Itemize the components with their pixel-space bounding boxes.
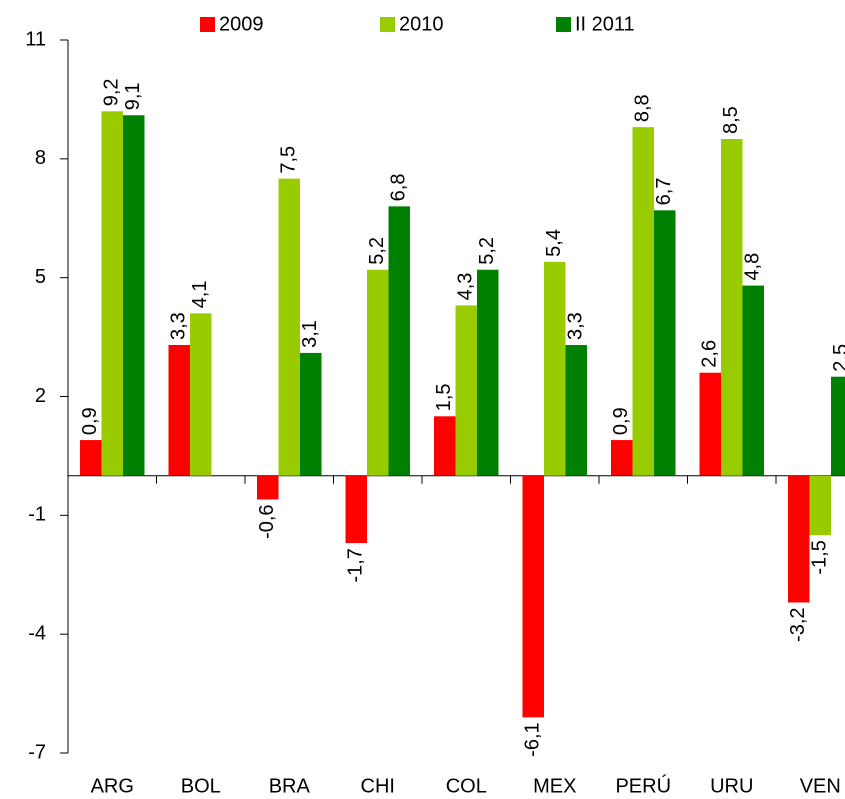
bar xyxy=(278,178,300,476)
data-label: 4,8 xyxy=(742,253,764,281)
bar xyxy=(80,440,102,476)
data-label: -0,6 xyxy=(256,504,278,538)
data-label: 0,9 xyxy=(79,407,101,435)
bar xyxy=(522,475,544,718)
data-label: 8,5 xyxy=(720,106,742,134)
bar xyxy=(742,285,764,476)
y-tick-label: 5 xyxy=(35,266,46,288)
legend-label: II 2011 xyxy=(575,13,635,35)
bar xyxy=(388,206,410,476)
x-tick-label: PERÚ xyxy=(615,774,671,797)
bar xyxy=(654,210,676,476)
data-label: 3,3 xyxy=(168,312,190,340)
legend-swatch xyxy=(380,17,395,32)
bar xyxy=(168,345,190,476)
bar xyxy=(190,313,212,476)
legend-swatch xyxy=(556,17,571,32)
y-tick-label: 8 xyxy=(35,147,46,169)
data-label: 8,8 xyxy=(632,94,654,122)
bar xyxy=(788,475,810,603)
legend-label: 2009 xyxy=(219,13,264,35)
data-label: 6,7 xyxy=(653,178,675,206)
bar xyxy=(699,372,721,476)
data-label: 9,2 xyxy=(101,78,123,106)
y-tick-label: -1 xyxy=(28,504,46,526)
data-label: -1,5 xyxy=(809,540,831,574)
data-label: 5,4 xyxy=(543,229,565,257)
bar xyxy=(367,269,389,476)
x-tick-label: BRA xyxy=(269,775,311,797)
bar xyxy=(345,475,367,544)
bar xyxy=(455,305,477,476)
data-label: 2,6 xyxy=(699,340,721,368)
bar xyxy=(123,115,145,476)
bar xyxy=(434,416,456,476)
bar xyxy=(544,261,566,476)
bar xyxy=(809,475,831,536)
x-tick-label: MEX xyxy=(533,775,576,797)
x-tick-label: CHI xyxy=(361,775,395,797)
data-label: -3,2 xyxy=(787,607,809,641)
bar xyxy=(632,127,654,476)
data-label: 5,2 xyxy=(366,237,388,265)
data-label: 6,8 xyxy=(388,174,410,202)
data-label: 4,1 xyxy=(189,281,211,309)
bar xyxy=(477,269,499,476)
data-label: 3,3 xyxy=(565,312,587,340)
data-label: 1,5 xyxy=(433,383,455,411)
x-tick-label: COL xyxy=(446,775,487,797)
y-tick-label: 2 xyxy=(35,385,46,407)
data-label: -6,1 xyxy=(522,722,544,756)
bar xyxy=(831,376,845,476)
data-label: 5,2 xyxy=(476,237,498,265)
y-tick-label: 11 xyxy=(25,28,46,50)
bar xyxy=(721,139,743,476)
bar xyxy=(565,345,587,476)
x-tick-label: BOL xyxy=(181,775,221,797)
data-label: 2,5 xyxy=(830,344,845,372)
y-tick-label: -4 xyxy=(28,622,46,644)
bar xyxy=(101,111,123,476)
bar xyxy=(611,440,633,476)
data-label: 9,1 xyxy=(122,82,144,110)
legend-swatch xyxy=(200,17,215,32)
bar xyxy=(300,352,322,476)
data-label: 4,3 xyxy=(455,273,477,301)
x-tick-label: VEN xyxy=(800,775,841,797)
data-label: 3,1 xyxy=(299,320,321,348)
x-tick-label: URU xyxy=(710,775,753,797)
x-tick-label: ARG xyxy=(91,775,134,797)
legend-label: 2010 xyxy=(399,13,444,35)
data-label: -1,7 xyxy=(345,548,367,582)
data-label: 7,5 xyxy=(278,146,300,174)
bar xyxy=(257,475,279,500)
y-tick-label: -7 xyxy=(28,741,46,763)
data-label: 0,9 xyxy=(610,407,632,435)
